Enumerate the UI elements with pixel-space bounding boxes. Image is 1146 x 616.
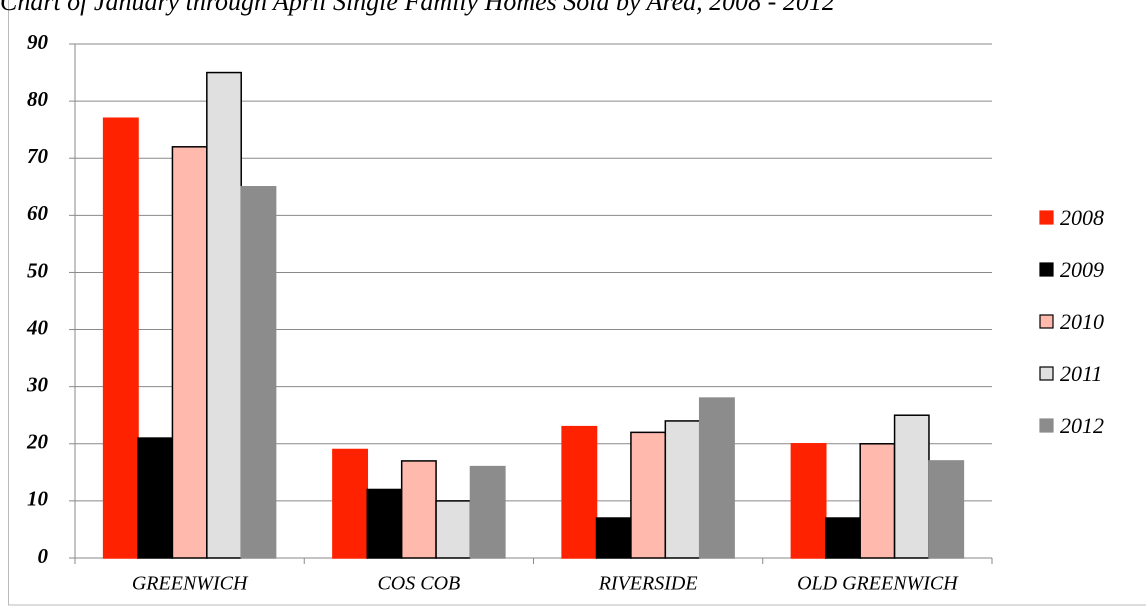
bar	[630, 431, 667, 559]
bar	[171, 146, 208, 559]
bar	[332, 448, 369, 559]
legend-swatch	[1039, 366, 1054, 381]
bar	[102, 117, 139, 559]
legend-label: 2008	[1060, 205, 1104, 230]
legend-swatch	[1039, 314, 1054, 329]
legend-label: 2011	[1060, 361, 1102, 386]
y-tick-label: 30	[26, 372, 49, 396]
legend-label: 2012	[1060, 413, 1104, 438]
y-tick-label: 80	[27, 87, 49, 111]
bar	[698, 397, 735, 559]
y-tick-label: 10	[27, 487, 49, 511]
y-tick-label: 0	[38, 544, 49, 568]
legend-swatch	[1039, 262, 1054, 277]
x-tick-label: RIVERSIDE	[598, 573, 698, 595]
y-tick-label: 40	[26, 315, 49, 339]
x-tick-label: COS COB	[377, 573, 460, 595]
bar	[664, 420, 701, 559]
bar	[366, 488, 403, 559]
bar	[469, 465, 506, 559]
y-tick-label: 90	[27, 30, 49, 54]
bar	[595, 517, 632, 559]
bar	[790, 443, 827, 559]
y-tick-label: 60	[27, 201, 49, 225]
bar	[435, 500, 472, 559]
bar	[859, 443, 896, 559]
bar	[400, 460, 437, 559]
y-tick-label: 50	[27, 258, 49, 282]
legend-swatch	[1039, 210, 1054, 225]
bar	[893, 414, 930, 559]
x-tick-label: OLD GREENWICH	[797, 573, 959, 595]
legend-label: 2009	[1060, 257, 1104, 282]
bar	[240, 186, 277, 559]
bar	[928, 460, 965, 559]
bar	[206, 71, 242, 559]
legend-swatch	[1039, 418, 1054, 433]
chart-title: Chart of January through April Single Fa…	[0, 0, 835, 16]
bar	[137, 437, 174, 559]
bar	[825, 517, 861, 559]
y-tick-label: 20	[26, 430, 49, 454]
chart-border	[8, 0, 1146, 606]
bar	[561, 425, 598, 559]
x-tick-label: GREENWICH	[132, 573, 249, 595]
legend-label: 2010	[1060, 309, 1104, 334]
y-tick-label: 70	[27, 144, 49, 168]
